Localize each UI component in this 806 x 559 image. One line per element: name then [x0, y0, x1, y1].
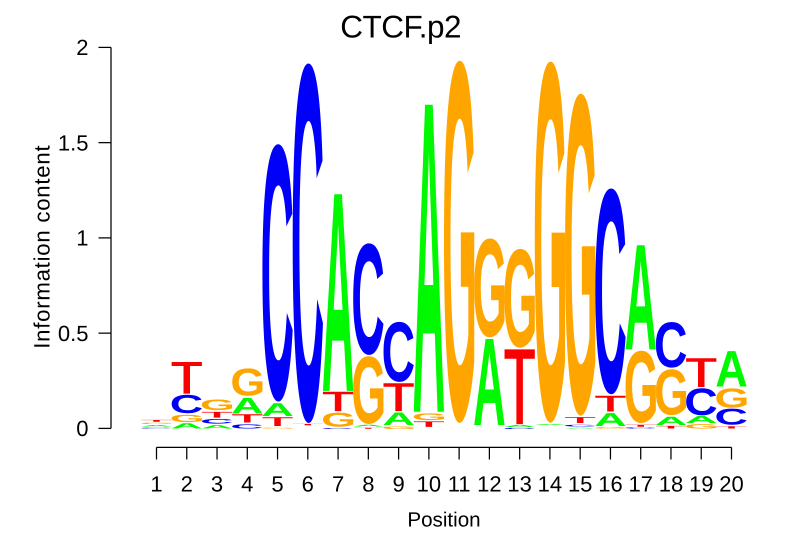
svg-text:C: C [563, 424, 596, 427]
svg-text:C: C [624, 427, 657, 429]
svg-text:18: 18 [659, 472, 683, 497]
svg-text:Position: Position [407, 509, 480, 532]
svg-text:C: C [200, 417, 233, 424]
svg-text:A: A [201, 424, 234, 430]
svg-text:Information content: Information content [30, 145, 55, 349]
svg-text:G: G [351, 337, 386, 444]
svg-text:G: G [472, 210, 507, 366]
svg-text:A: A [685, 414, 718, 425]
svg-text:A: A [534, 424, 567, 426]
svg-text:0: 0 [76, 416, 88, 441]
svg-text:C: C [230, 423, 263, 430]
svg-text:7: 7 [332, 472, 344, 497]
svg-text:G: G [170, 413, 205, 425]
svg-text:G: G [321, 408, 356, 430]
svg-text:G: G [261, 427, 296, 428]
svg-text:G: G [382, 425, 417, 429]
svg-text:C: C [503, 427, 536, 429]
svg-text:G: G [563, 2, 598, 511]
svg-text:C: C [139, 427, 172, 428]
svg-text:6: 6 [302, 472, 314, 497]
svg-text:G: G [140, 422, 175, 424]
svg-text:1: 1 [150, 472, 162, 497]
svg-text:13: 13 [507, 472, 531, 497]
svg-text:A: A [352, 424, 385, 427]
svg-text:A: A [715, 340, 748, 398]
svg-text:16: 16 [598, 472, 622, 497]
svg-text:G: G [442, 0, 477, 530]
svg-text:C: C [170, 390, 203, 419]
svg-text:G: G [230, 361, 265, 405]
svg-text:12: 12 [477, 472, 501, 497]
svg-text:C: C [261, 71, 294, 478]
svg-text:A: A [503, 424, 536, 427]
svg-text:G: G [533, 0, 568, 530]
svg-text:4: 4 [241, 472, 253, 497]
svg-text:11: 11 [448, 472, 471, 497]
svg-text:C: C [291, 0, 324, 530]
svg-text:G: G [715, 383, 750, 414]
svg-text:14: 14 [538, 472, 562, 497]
svg-text:G: G [200, 397, 235, 414]
svg-text:A: A [231, 393, 264, 418]
svg-text:G: G [593, 427, 628, 429]
svg-text:A: A [594, 409, 627, 430]
svg-text:A: A [624, 213, 657, 383]
svg-text:C: C [351, 212, 384, 388]
svg-text:0.5: 0.5 [58, 321, 89, 346]
svg-text:19: 19 [689, 472, 713, 497]
svg-text:2: 2 [76, 35, 88, 60]
svg-text:17: 17 [628, 472, 652, 497]
svg-text:CTCF.p2: CTCF.p2 [340, 9, 461, 45]
svg-text:A: A [413, 10, 446, 510]
svg-text:15: 15 [568, 472, 592, 497]
svg-text:C: C [654, 309, 687, 381]
svg-text:1.5: 1.5 [58, 130, 89, 155]
svg-text:2: 2 [181, 472, 193, 497]
svg-text:A: A [261, 399, 294, 420]
svg-text:G: G [684, 423, 719, 430]
svg-text:9: 9 [392, 472, 404, 497]
svg-text:A: A [473, 312, 506, 452]
svg-text:G: G [654, 356, 689, 429]
svg-text:A: A [171, 422, 204, 430]
svg-text:C: C [321, 428, 354, 430]
svg-text:8: 8 [362, 472, 374, 497]
svg-text:5: 5 [271, 472, 283, 497]
svg-text:C: C [684, 380, 717, 423]
svg-text:A: A [564, 427, 597, 428]
svg-text:A: A [655, 414, 688, 427]
svg-text:10: 10 [417, 472, 441, 497]
svg-text:A: A [382, 409, 415, 429]
svg-text:G: G [412, 411, 447, 422]
svg-text:1: 1 [76, 226, 88, 251]
svg-text:A: A [140, 425, 173, 427]
svg-text:3: 3 [211, 472, 223, 497]
svg-text:20: 20 [719, 472, 743, 497]
svg-text:C: C [714, 404, 747, 429]
